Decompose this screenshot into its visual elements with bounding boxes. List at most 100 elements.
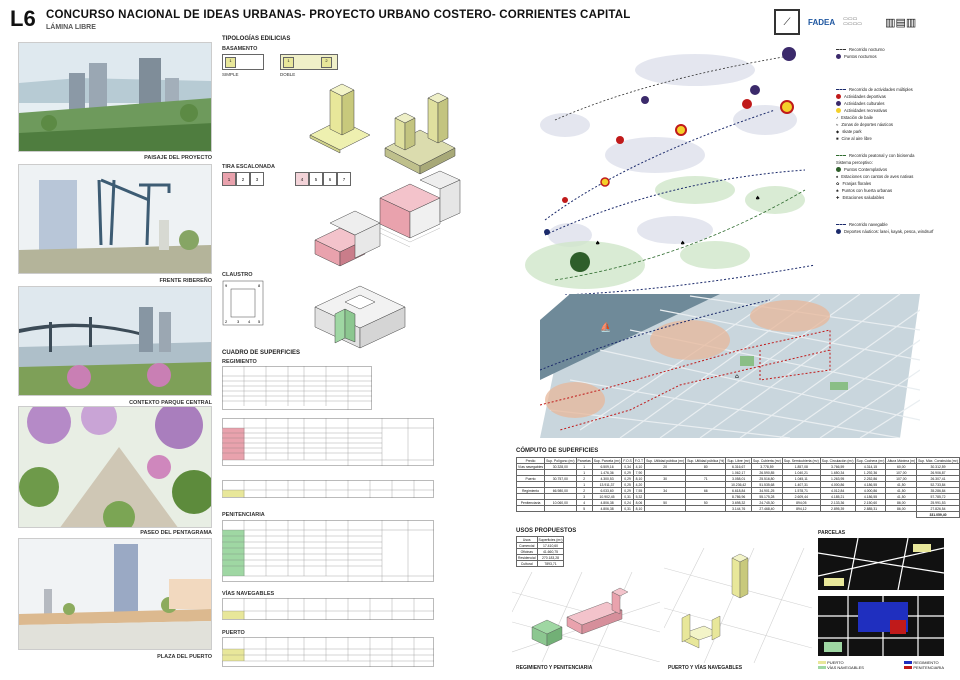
svg-text:5: 5 [258,319,261,324]
puerto-title: PUERTO [222,630,245,636]
axo-regimiento-penitenciaria [512,572,660,662]
table-cell: 894,12 [781,505,821,512]
legend-saludables: ✚ Estaciones saludables [836,195,885,200]
caption-regimiento-penitenciaria: REGIMIENTO Y PENITENCIARIA [516,665,593,671]
legend-franjas: ✿ Franjas florales [836,181,872,186]
tira-title: TIRA ESCALONADA [222,164,275,170]
photo-plaza [18,538,212,650]
legend-deportivas: Actividades deportivas [836,93,956,100]
legend-cine: ■ Cine al aire libre [836,136,872,141]
basamento-doble-diagram: 1 2 [280,54,338,70]
legend-navegable: Recorrido navegable [836,221,956,228]
axo-claustro [314,285,406,349]
axo-tira [314,170,461,267]
caption-pentagrama: PASEO DEL PENTAGRAMA [140,530,212,536]
legend-baile: ♪ Estación de baile [836,115,873,120]
legend-contemplativos: Puntos Contemplativos [836,166,956,173]
sheet-code: L6 [10,6,36,31]
computo-title: CÓMPUTO DE SUPERFICIES [516,448,599,454]
regimiento-table-a [222,366,372,410]
axo-simple [309,83,371,154]
routes-legend: Recorrido nocturno Puntos nocturnos Reco… [836,46,956,235]
sheet-title: CONCURSO NACIONAL DE IDEAS URBANAS- PROY… [46,9,631,21]
tira-cell: 5 [309,172,323,186]
computo-row: 5 4.806,38 0,31 8,10 3.144,76 27.468,40 894,12… [515,505,960,512]
tira-diagram-b: 4 5 6 7 [295,172,351,186]
caption-paisaje: PAISAJE DEL PROYECTO [144,155,212,161]
basamento-simple-diagram: 1 [222,54,264,70]
computo-row: 1 13.911,37 0,25 4,20 10.236,42 51.535,68 1.40… [515,481,960,488]
regimiento-table-c [222,480,434,498]
legend-puerto: PUERTO [818,660,864,665]
computo-row: Regimiento 66.980,00 2 6.033,60 0,29 7,55 34 66… [515,487,960,494]
penitenciaria-table [222,520,434,582]
regimiento-title: REGIMIENTO [222,359,257,365]
computo-total: 331.059,40 [916,511,960,518]
routes-diagram: ♠ ♠ ♠ [525,47,816,295]
legend-nauticos: Deportes náuticos: lasei, kayak, pesca, … [836,228,956,235]
axo-doble [384,92,456,175]
logos: ⟋ FADEA ▭▭▭ ▭▭▭▭ ▥▤▥ [774,6,944,38]
legend-nocturno-pts: Puntos nocturnos [836,53,956,60]
parcelas-legend: PUERTO VÍAS NAVEGABLES REGIMIENTO PENITE… [818,660,944,670]
photo-pentagrama [18,406,212,528]
photo-frente [18,164,212,274]
competition-logo: ⟋ [774,9,800,35]
parcelas-map-a [818,538,944,590]
ministry-logo: ▭▭▭ ▭▭▭▭ [843,15,863,27]
sheet-subtitle: LÁMINA LIBRE [46,24,96,31]
caption-plaza: PLAZA DEL PUERTO [157,654,212,660]
legend-vias: VÍAS NAVEGABLES [818,665,864,670]
basamento-title: BASAMENTO [222,46,258,52]
basamento-simple-label: SIMPLE [222,72,239,77]
svg-text:2: 2 [225,319,228,324]
legend-penitenciaria: PENITENCIARIA [904,665,944,670]
tira-cell: 3 [250,172,264,186]
penitenciaria-title: PENITENCIARIA [222,512,265,518]
city-skyline-logo: ▥▤▥ [885,16,917,29]
computo-table: Predio Sup. Polígono (m²) Parcelas Sup. Par… [515,457,960,518]
legend-culturales: Actividades culturales [836,100,956,107]
legend-recreativas: Actividades recreativas [836,107,956,114]
parcelas-map-b [818,596,944,656]
usos-row: Cultural 7893,71 [516,560,565,567]
usos-table: Usos Superficies (m²) Comercial 17.410,60 O… [516,536,565,567]
legend-peatonal: Recorrido peatonal y con bicisenda [836,152,956,159]
legend-nocturno: Recorrido nocturno [836,46,956,53]
tira-cell: 1 [222,172,236,186]
typologies-title: TIPOLOGÍAS EDILICIAS [222,36,291,42]
legend-cantos: ♠ Estaciones con cantos de aves nativas [836,174,914,179]
puerto-table [222,637,434,667]
caption-contexto: CONTEXTO PARQUE CENTRAL [129,400,212,406]
city-map: ⛵ ⌂ [540,293,920,438]
svg-text:3: 3 [237,319,240,324]
svg-text:♠: ♠ [755,195,760,202]
table-cell: 7893,71 [536,560,565,567]
legend-perceptivo: Sistema perceptivo: [836,160,873,165]
svg-text:8: 8 [258,283,261,288]
caption-frente: FRENTE RIBEREÑO [159,278,212,284]
tira-cell: 4 [295,172,309,186]
claustro-plan: 9 8 2 3 4 5 [222,280,264,326]
parcelas-title: PARCELAS [818,530,846,536]
basamento-doble-label: DOBLE [280,72,296,77]
svg-text:♠: ♠ [680,240,685,247]
axo-puerto-vias [664,548,812,663]
tira-cell: 6 [323,172,337,186]
table-cell: 0,31 [621,505,634,512]
computo-row: Puerto 30.757,00 2 4.300,53 0,29 8,10 30 71 3.05… [515,475,960,482]
svg-text:4: 4 [248,319,251,324]
legend-zonas: ≈ Zonas de deportes náuticos [836,122,893,127]
legend-regimiento: REGIMIENTO [904,660,944,665]
table-cell: Cultural [516,560,538,567]
tira-cell: 2 [236,172,250,186]
usos-title: USOS PROPUESTOS [516,528,577,534]
superficies-title: CUADRO DE SUPERFICIES [222,350,301,356]
table-cell: 8,10 [632,505,646,512]
vias-table [222,598,434,620]
legend-actividades: Recorrido de actividades múltiples [836,86,956,93]
svg-text:⛵: ⛵ [600,321,611,333]
table-cell [685,505,727,512]
legend-huerta: ♣ Puntos con huerta urbanas [836,188,893,193]
table-cell: 2.885,31 [854,505,887,512]
